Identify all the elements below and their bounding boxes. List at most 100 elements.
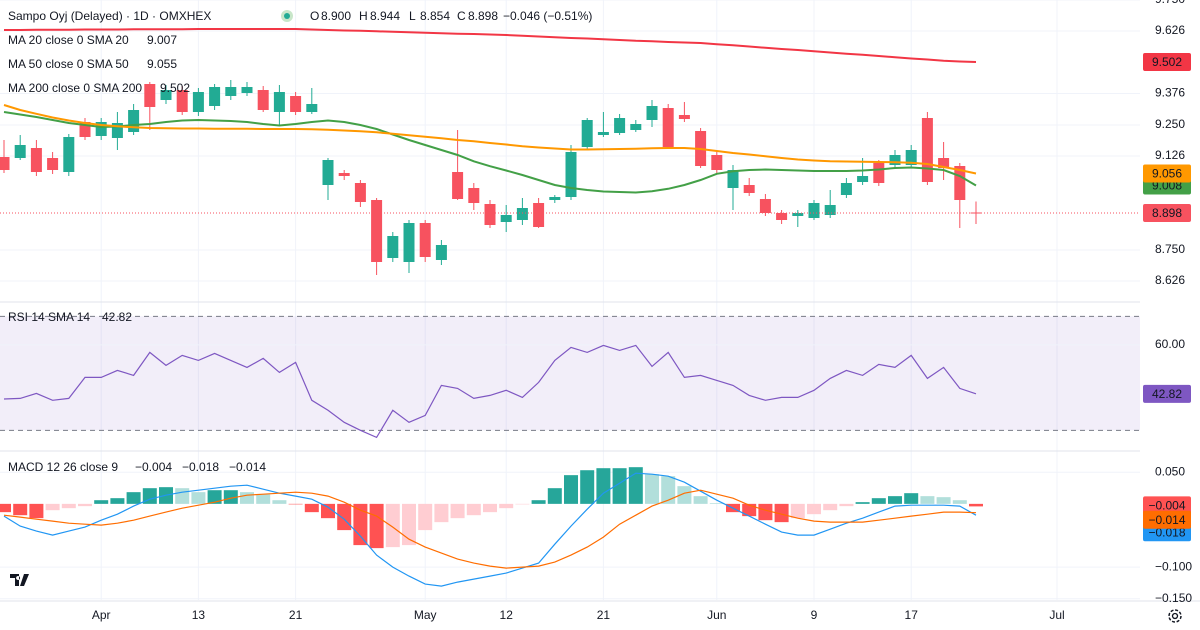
candle-body — [873, 163, 885, 183]
histogram-bar — [240, 492, 254, 504]
histogram-bar — [677, 486, 692, 504]
x-tick-label: 17 — [905, 608, 919, 622]
overlay-layer — [0, 301, 1200, 623]
histogram-bar — [871, 498, 886, 504]
histogram-bar — [904, 493, 919, 504]
grid-layer — [0, 0, 1140, 600]
candle-body — [111, 123, 123, 138]
price-tag — [1143, 53, 1191, 71]
histogram-bar — [531, 500, 546, 504]
legend-name: MA 200 close 0 SMA 200 — [8, 81, 142, 95]
histogram-bar — [207, 490, 222, 504]
candle-body — [549, 197, 561, 200]
histogram-bar — [272, 500, 287, 504]
labels-layer: Apr 13 21 May 12 21 Jun 9 17 Jul 9.750 9.626 9.376 9.… — [8, 0, 1192, 622]
price-tag — [1143, 164, 1191, 183]
gear-outer[interactable] — [1168, 609, 1182, 623]
price-tag — [1143, 204, 1191, 222]
legend-name: MA 50 close 0 SMA 50 — [8, 57, 129, 71]
histogram-bar — [936, 497, 951, 504]
candle-body — [192, 92, 204, 112]
candle-body — [776, 213, 788, 220]
ma-line — [4, 28, 977, 63]
change-value: −0.046 (−0.51%) — [503, 9, 592, 23]
ohlc-letter: H — [359, 9, 368, 23]
candle-body — [565, 152, 577, 197]
price-tag-label: 8.898 — [1152, 206, 1182, 220]
legend-name: RSI 14 SMA 14 — [8, 310, 90, 324]
macd-line — [3, 489, 977, 569]
candle-body — [614, 118, 626, 133]
candle-body — [0, 157, 10, 170]
histogram-bar — [466, 503, 481, 516]
histogram-bar — [969, 503, 983, 507]
histogram-bar — [126, 492, 141, 504]
histogram-bar — [920, 496, 935, 504]
histogram-bar — [774, 503, 789, 523]
histogram-bar — [402, 503, 416, 546]
legend-value: 9.055 — [147, 57, 177, 71]
histogram-bar — [661, 476, 676, 504]
candle-body — [241, 87, 253, 93]
candle-body — [225, 87, 237, 96]
price-tag — [1143, 510, 1191, 529]
histogram-bar — [596, 468, 611, 504]
ohlc-letter: O — [310, 9, 319, 23]
histogram-bar — [628, 467, 643, 504]
logo — [10, 574, 29, 586]
candle-body — [727, 170, 739, 188]
candle-body — [354, 183, 366, 202]
ohlc-letter: L — [409, 9, 416, 23]
candle-body — [792, 213, 804, 216]
price-tag-label: 9.056 — [1152, 167, 1182, 181]
legend-value: −0.004 — [135, 460, 172, 474]
histogram-bar — [353, 503, 368, 546]
y-tick-label: 8.626 — [1155, 273, 1185, 287]
histogram-bar — [790, 503, 805, 519]
candle-body — [257, 90, 269, 110]
candle-body — [419, 223, 431, 257]
histogram-bar — [952, 500, 967, 504]
candle-body — [516, 208, 528, 220]
candle-body — [95, 122, 107, 136]
candle-body — [921, 118, 933, 182]
histogram-bar — [13, 503, 28, 516]
histogram-bar — [580, 470, 595, 504]
histogram-bar — [337, 503, 352, 531]
histogram-bar — [839, 503, 854, 507]
gear-inner[interactable] — [1171, 612, 1179, 620]
legend-value: −0.018 — [182, 460, 219, 474]
settings-icon[interactable] — [1168, 609, 1182, 623]
candle-body — [581, 120, 593, 147]
histogram-bar — [0, 503, 11, 513]
candle-body — [857, 176, 869, 182]
ohlc-value: 8.898 — [468, 9, 498, 23]
candle-body — [63, 137, 75, 172]
candle-body — [597, 132, 609, 135]
y-tick-label: 0.050 — [1155, 464, 1185, 478]
candle-body — [290, 96, 302, 112]
x-tick-label: Jul — [1049, 608, 1064, 622]
candle-body — [30, 148, 42, 172]
candle-body — [808, 203, 820, 218]
candle-body — [273, 92, 285, 112]
candle-body — [484, 204, 496, 225]
ohlc-value: 8.854 — [420, 9, 450, 23]
legend-name: MACD 12 26 close 9 — [8, 460, 118, 474]
rsi-band — [0, 316, 1140, 431]
chart-title: Sampo Oyj (Delayed) · 1D · OMXHEX — [8, 9, 211, 23]
histogram-bar — [450, 503, 465, 519]
legend-value: −0.014 — [229, 460, 266, 474]
candle-body — [533, 203, 545, 227]
price-tag — [1143, 496, 1191, 515]
histogram-bar — [612, 468, 627, 504]
x-tick-label: Jun — [707, 608, 726, 622]
candle-body — [144, 84, 156, 107]
histogram-bar — [564, 475, 578, 504]
histogram-bar — [369, 503, 384, 549]
candle-body — [403, 223, 415, 262]
candle-body — [47, 158, 59, 170]
ohlc-value: 8.900 — [321, 9, 351, 23]
legend-value: 9.502 — [160, 81, 190, 95]
